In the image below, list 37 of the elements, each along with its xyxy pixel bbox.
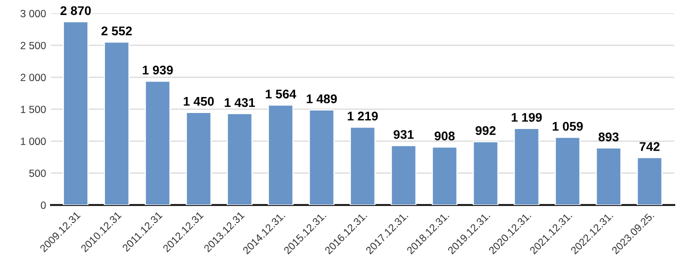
bar [432, 146, 458, 206]
bar [226, 113, 253, 206]
bar [514, 128, 540, 206]
y-tick-label: 2 500 [20, 42, 46, 50]
y-tick-label: 1 000 [20, 138, 46, 146]
bar [554, 136, 580, 206]
data-label: 1 219 [348, 112, 378, 121]
data-label: 1 431 [224, 98, 255, 107]
data-label: 1 450 [184, 96, 214, 106]
data-label: 893 [598, 132, 619, 142]
bar [636, 157, 662, 206]
bar [472, 141, 498, 206]
bar [104, 41, 130, 206]
y-tick-label: 500 [29, 170, 46, 177]
y-tick-label: 3 000 [20, 10, 46, 18]
data-label: 1 939 [142, 66, 173, 75]
bar [62, 21, 89, 206]
y-tick-label: 2 000 [20, 74, 46, 82]
bar [390, 145, 416, 206]
bar [308, 109, 334, 206]
bar [596, 147, 622, 206]
data-label: 1 564 [266, 90, 296, 98]
data-label: 931 [394, 130, 414, 139]
y-tick-label: 0 [40, 202, 46, 209]
data-label: 908 [434, 132, 455, 140]
data-label: 742 [640, 142, 660, 151]
bar [268, 104, 294, 206]
bar [350, 126, 376, 206]
data-label: 1 489 [306, 94, 337, 104]
data-label: 1 059 [552, 122, 583, 131]
data-label: 1 199 [512, 112, 542, 122]
y-tick-label: 1 500 [20, 106, 46, 114]
data-label: 2 552 [101, 26, 132, 36]
data-label: 992 [476, 126, 496, 136]
data-label: 2 870 [60, 6, 91, 16]
bar [186, 112, 212, 206]
bar [144, 80, 171, 206]
